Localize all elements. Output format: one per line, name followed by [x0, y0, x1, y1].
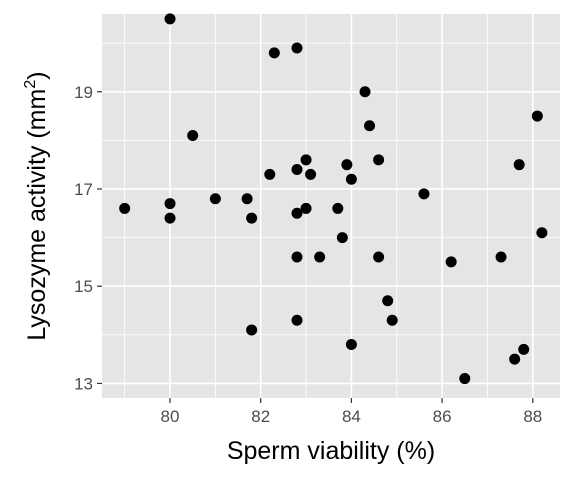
- data-point: [291, 207, 303, 219]
- data-point: [246, 324, 258, 336]
- data-point: [345, 339, 357, 351]
- data-point: [246, 212, 258, 224]
- data-point: [300, 154, 312, 166]
- y-axis-title-close: ): [23, 71, 51, 79]
- y-tick-label: 17: [74, 180, 93, 199]
- data-point: [164, 198, 176, 210]
- data-point: [386, 314, 398, 326]
- data-point: [341, 159, 353, 171]
- y-axis-ticks: 13 15 17 19: [74, 83, 102, 393]
- data-point: [241, 193, 253, 205]
- y-tick-label: 13: [74, 374, 93, 393]
- y-tick-label: 15: [74, 277, 93, 296]
- y-axis-title-main: Lysozyme activity (mm: [23, 89, 51, 341]
- data-point: [531, 110, 543, 122]
- data-point: [164, 13, 176, 25]
- data-point: [187, 130, 199, 142]
- plot-panel: [102, 14, 560, 398]
- data-point: [418, 188, 430, 200]
- data-point: [300, 202, 312, 214]
- data-point: [359, 86, 371, 98]
- y-tick-label: 19: [74, 83, 93, 102]
- x-tick-label: 88: [523, 407, 542, 426]
- data-point: [382, 295, 394, 307]
- data-points: [119, 13, 548, 385]
- data-point: [536, 227, 548, 239]
- x-axis-ticks: 80 82 84 86 88: [161, 398, 542, 426]
- data-point: [336, 232, 348, 244]
- data-point: [264, 168, 276, 180]
- data-point: [268, 47, 280, 59]
- data-point: [291, 314, 303, 326]
- data-point: [513, 159, 525, 171]
- data-point: [119, 202, 131, 214]
- x-axis-title: Sperm viability (%): [227, 437, 435, 465]
- data-point: [345, 173, 357, 185]
- data-point: [509, 353, 521, 365]
- data-point: [305, 168, 317, 180]
- data-point: [314, 251, 326, 263]
- data-point: [373, 251, 385, 263]
- data-point: [164, 212, 176, 224]
- y-axis-title-superscript: 2: [22, 80, 39, 89]
- data-point: [364, 120, 376, 132]
- data-point: [291, 164, 303, 176]
- y-axis-title: Lysozyme activity (mm2): [22, 71, 51, 340]
- data-point: [291, 251, 303, 263]
- data-point: [332, 202, 344, 214]
- x-tick-label: 84: [342, 407, 361, 426]
- data-point: [373, 154, 385, 166]
- data-point: [291, 42, 303, 54]
- x-tick-label: 80: [161, 407, 180, 426]
- x-tick-label: 86: [433, 407, 452, 426]
- data-point: [459, 373, 471, 385]
- data-point: [518, 343, 530, 355]
- data-point: [209, 193, 221, 205]
- x-tick-label: 82: [251, 407, 270, 426]
- data-point: [445, 256, 457, 268]
- data-point: [495, 251, 507, 263]
